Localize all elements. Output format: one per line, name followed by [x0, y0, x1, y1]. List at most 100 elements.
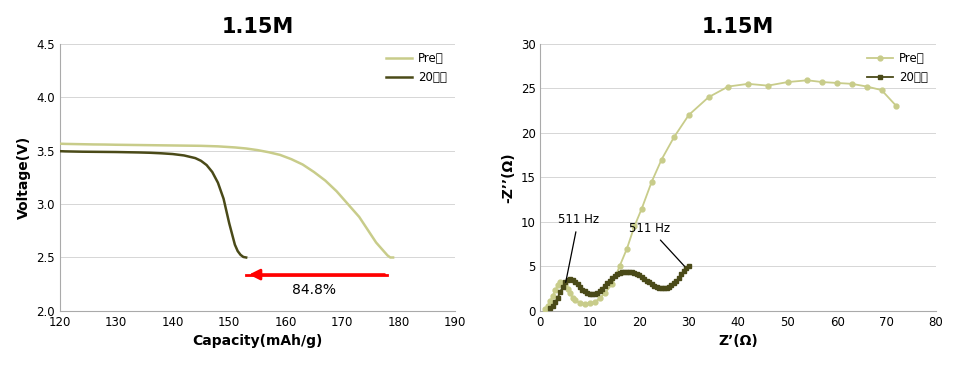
Pre후	[703, 95, 714, 99]
20일후	[167, 152, 179, 156]
X-axis label: Z’(Ω): Z’(Ω)	[718, 334, 758, 348]
20일후	[232, 249, 244, 253]
20일후	[189, 156, 201, 160]
Line: Pre후: Pre후	[543, 78, 899, 312]
Text: 511 Hz: 511 Hz	[558, 213, 599, 283]
Pre후	[212, 144, 224, 149]
Pre후	[540, 307, 551, 311]
Pre후	[557, 281, 568, 285]
Pre후	[88, 142, 100, 147]
X-axis label: Capacity(mAh/g): Capacity(mAh/g)	[192, 334, 323, 348]
Pre후	[683, 113, 694, 117]
20일후	[195, 159, 206, 163]
20일후	[229, 242, 241, 247]
Pre후	[342, 202, 353, 206]
20일후	[60, 149, 71, 154]
Text: 84.8%: 84.8%	[292, 283, 336, 297]
20일후	[99, 150, 110, 154]
Pre후	[656, 157, 667, 162]
Pre후	[297, 162, 308, 167]
20일후	[201, 163, 212, 167]
20일후	[206, 170, 218, 174]
Pre후	[629, 224, 640, 228]
Pre후	[552, 283, 564, 287]
20일후	[683, 264, 694, 269]
20일후	[544, 306, 556, 311]
Pre후	[376, 247, 388, 251]
Pre후	[723, 84, 734, 89]
Pre후	[547, 293, 559, 298]
20일후	[65, 149, 77, 154]
Y-axis label: Voltage(V): Voltage(V)	[16, 136, 31, 219]
Pre후	[240, 146, 252, 151]
Pre후	[579, 301, 590, 306]
20일후	[224, 221, 235, 226]
Pre후	[65, 142, 77, 146]
20일후	[88, 150, 100, 154]
Pre후	[802, 78, 813, 82]
Pre후	[308, 170, 320, 174]
20일후	[549, 300, 561, 304]
Pre후	[77, 142, 88, 146]
Text: 511 Hz: 511 Hz	[630, 222, 684, 266]
Legend: Pre후, 20일후: Pre후, 20일후	[384, 50, 449, 86]
Pre후	[252, 148, 263, 152]
Pre후	[229, 145, 241, 150]
20일후	[54, 149, 65, 153]
Pre후	[195, 144, 206, 148]
Pre후	[831, 81, 843, 85]
20일후	[237, 255, 249, 259]
Pre후	[542, 303, 554, 308]
Pre후	[861, 84, 873, 89]
20일후	[641, 278, 653, 283]
Pre후	[668, 135, 680, 139]
Line: 20일후: 20일후	[548, 264, 691, 311]
20일후	[77, 150, 88, 154]
20일후	[235, 253, 247, 257]
Pre후	[574, 301, 586, 305]
Pre후	[549, 288, 561, 293]
Pre후	[562, 287, 573, 291]
Pre후	[263, 150, 275, 154]
20일후	[218, 196, 229, 201]
Pre후	[54, 142, 65, 146]
Pre후	[353, 215, 365, 219]
Pre후	[607, 282, 618, 287]
Pre후	[876, 88, 887, 92]
Pre후	[320, 178, 331, 183]
Title: 1.15M: 1.15M	[222, 17, 294, 36]
Pre후	[646, 180, 658, 184]
Pre후	[564, 291, 576, 295]
20일후	[133, 150, 145, 155]
Pre후	[144, 143, 156, 147]
Line: Pre후: Pre후	[60, 144, 393, 257]
20일후	[179, 153, 190, 158]
Pre후	[161, 143, 173, 147]
Pre후	[286, 157, 298, 161]
Pre후	[371, 240, 382, 245]
20일후	[582, 291, 593, 295]
Pre후	[110, 143, 122, 147]
Pre후	[584, 301, 595, 306]
Pre후	[594, 296, 606, 301]
Pre후	[275, 153, 286, 157]
Pre후	[566, 295, 578, 300]
Line: 20일후: 20일후	[60, 151, 246, 257]
Legend: Pre후, 20일후: Pre후, 20일후	[865, 50, 930, 86]
Pre후	[613, 264, 625, 269]
Pre후	[128, 143, 139, 147]
Y-axis label: -Z’’(Ω): -Z’’(Ω)	[501, 152, 516, 203]
Pre후	[569, 298, 581, 303]
Pre후	[742, 82, 754, 86]
Pre후	[331, 189, 343, 193]
Pre후	[179, 143, 190, 148]
20일후	[552, 295, 564, 300]
Pre후	[382, 253, 394, 258]
Pre후	[555, 280, 566, 285]
Pre후	[891, 104, 902, 108]
Pre후	[599, 291, 611, 295]
Pre후	[560, 283, 571, 287]
Title: 1.15M: 1.15M	[702, 17, 775, 36]
Pre후	[60, 142, 71, 146]
20일후	[604, 278, 615, 283]
